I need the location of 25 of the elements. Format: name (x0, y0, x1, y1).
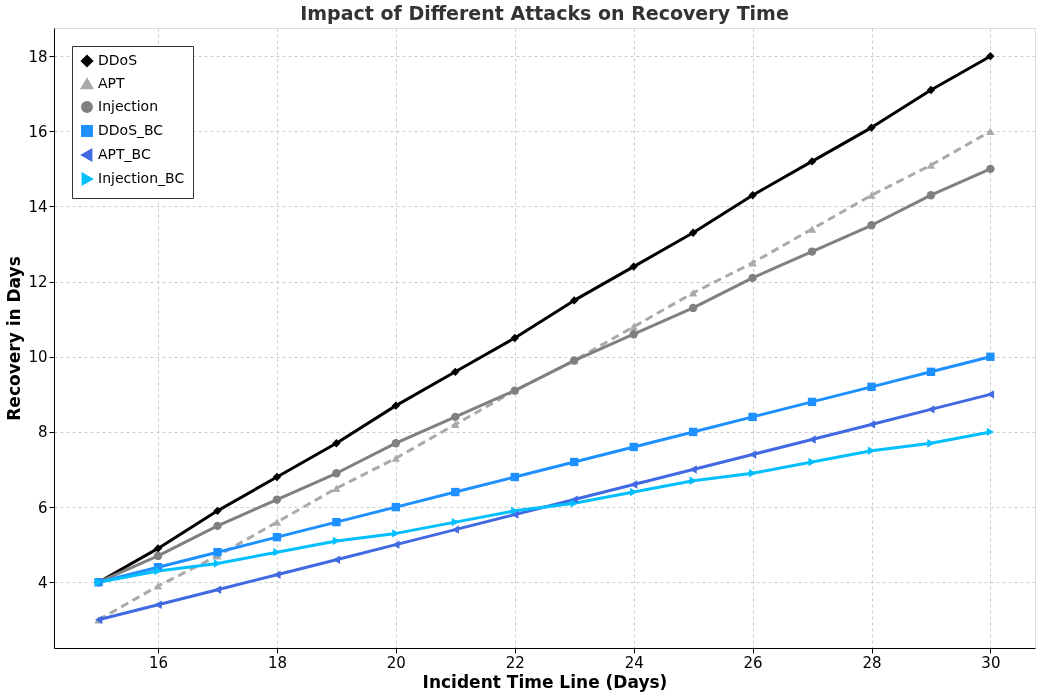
x-tick-label: 26 (743, 653, 763, 672)
y-tick-label: 8 (37, 423, 48, 442)
x-tick-label: 18 (267, 653, 287, 672)
x-tick-label: 20 (386, 653, 406, 672)
x-axis-title: Incident Time Line (Days) (422, 671, 668, 692)
x-tick-label: 16 (149, 653, 169, 672)
legend-label: Injection (98, 98, 159, 114)
y-tick-label: 6 (37, 498, 48, 517)
x-tick-label: 24 (624, 653, 644, 672)
x-tick-label: 30 (981, 653, 1001, 672)
legend-label: APT (98, 75, 126, 91)
legend-label: DDoS (98, 52, 138, 68)
legend-label: Injection_BC (98, 170, 185, 186)
x-tick-label: 28 (862, 653, 882, 672)
legend-label: APT_BC (98, 146, 151, 162)
y-tick-label: 10 (28, 348, 48, 367)
y-tick-label: 18 (28, 47, 48, 66)
x-tick-label: 22 (505, 653, 525, 672)
y-tick-label: 12 (28, 273, 48, 292)
y-tick-label: 4 (37, 573, 48, 592)
chart-title: Impact of Different Attacks on Recovery Time (300, 2, 789, 24)
legend-label: DDoS_BC (98, 122, 164, 138)
y-tick-label: 16 (28, 122, 48, 141)
y-tick-label: 14 (28, 197, 48, 216)
y-axis-title: Recovery in Days (4, 256, 25, 421)
